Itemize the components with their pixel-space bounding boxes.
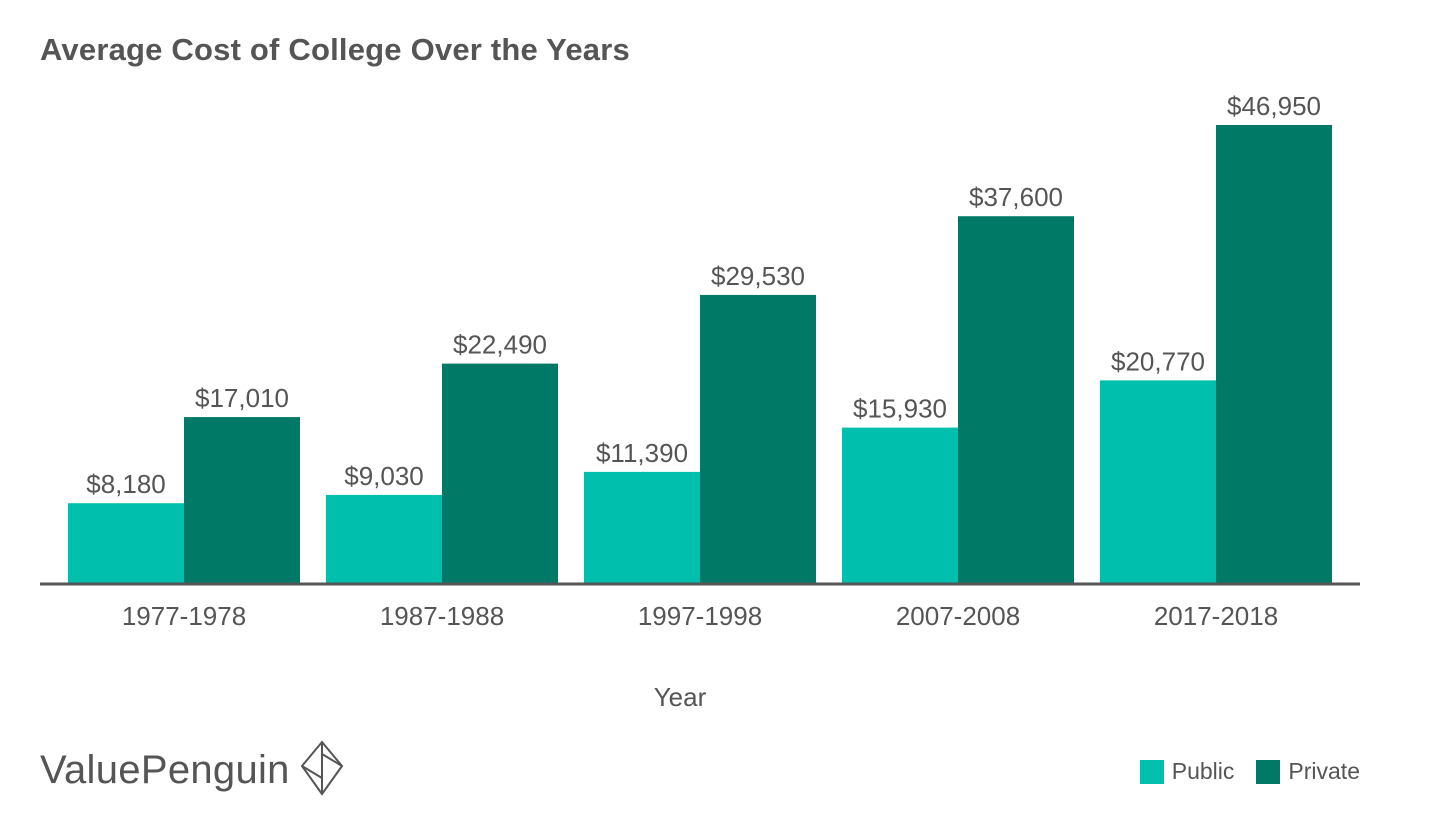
bar-public-1987-1988 xyxy=(326,494,442,583)
bar-private-1977-1978 xyxy=(184,417,300,583)
bar-private-2007-2008 xyxy=(958,216,1074,584)
value-labels-layer: $8,180 $17,010 $9,030 $22,490 $11,390 $29,530… xyxy=(86,91,1321,499)
x-tick-label-1977-1978: 1977-1978 xyxy=(122,601,246,631)
value-label-public-1987-1988: $9,030 xyxy=(344,461,424,491)
valuepenguin-logo-icon xyxy=(300,740,344,801)
chart-title: Average Cost of College Over the Years xyxy=(40,32,630,67)
legend-item-private: Private xyxy=(1256,758,1360,785)
value-label-private-1997-1998: $29,530 xyxy=(711,261,805,291)
legend-swatch-public xyxy=(1139,759,1164,784)
value-label-public-2017-2018: $20,770 xyxy=(1111,346,1205,376)
x-tick-label-1987-1988: 1987-1988 xyxy=(380,601,504,631)
brand-name: ValuePenguin xyxy=(40,748,290,792)
value-label-public-2007-2008: $15,930 xyxy=(853,394,947,424)
value-label-public-1997-1998: $11,390 xyxy=(596,438,688,468)
x-tick-label-1997-1998: 1997-1998 xyxy=(638,601,762,631)
x-tick-label-2017-2018: 2017-2018 xyxy=(1154,601,1278,631)
value-label-private-2017-2018: $46,950 xyxy=(1227,91,1321,121)
bar-private-1987-1988 xyxy=(442,363,558,583)
legend-item-public: Public xyxy=(1139,758,1235,785)
bar-public-1977-1978 xyxy=(68,503,184,583)
bar-public-2017-2018 xyxy=(1100,380,1216,583)
value-label-private-1987-1988: $22,490 xyxy=(453,330,547,360)
bars-layer xyxy=(68,125,1332,584)
x-tick-label-2007-2008: 2007-2008 xyxy=(896,601,1020,631)
x-axis-title: Year xyxy=(653,682,707,712)
value-label-private-1977-1978: $17,010 xyxy=(195,383,289,413)
x-tick-labels-layer: 1977-1978 1987-1988 1997-1998 2007-2008 2017… xyxy=(122,601,1278,631)
value-label-public-1977-1978: $8,180 xyxy=(86,469,166,499)
legend-label-private: Private xyxy=(1288,758,1360,784)
bar-private-2017-2018 xyxy=(1216,125,1332,583)
value-label-private-2007-2008: $37,600 xyxy=(969,182,1063,212)
legend-label-public: Public xyxy=(1171,758,1235,784)
chart-legend: Public Private xyxy=(1139,758,1360,785)
brand-logo: ValuePenguin xyxy=(40,740,344,801)
legend-swatch-private xyxy=(1256,759,1281,784)
bar-public-2007-2008 xyxy=(842,427,958,583)
bar-private-1997-1998 xyxy=(700,294,816,583)
bar-public-1997-1998 xyxy=(584,471,700,583)
